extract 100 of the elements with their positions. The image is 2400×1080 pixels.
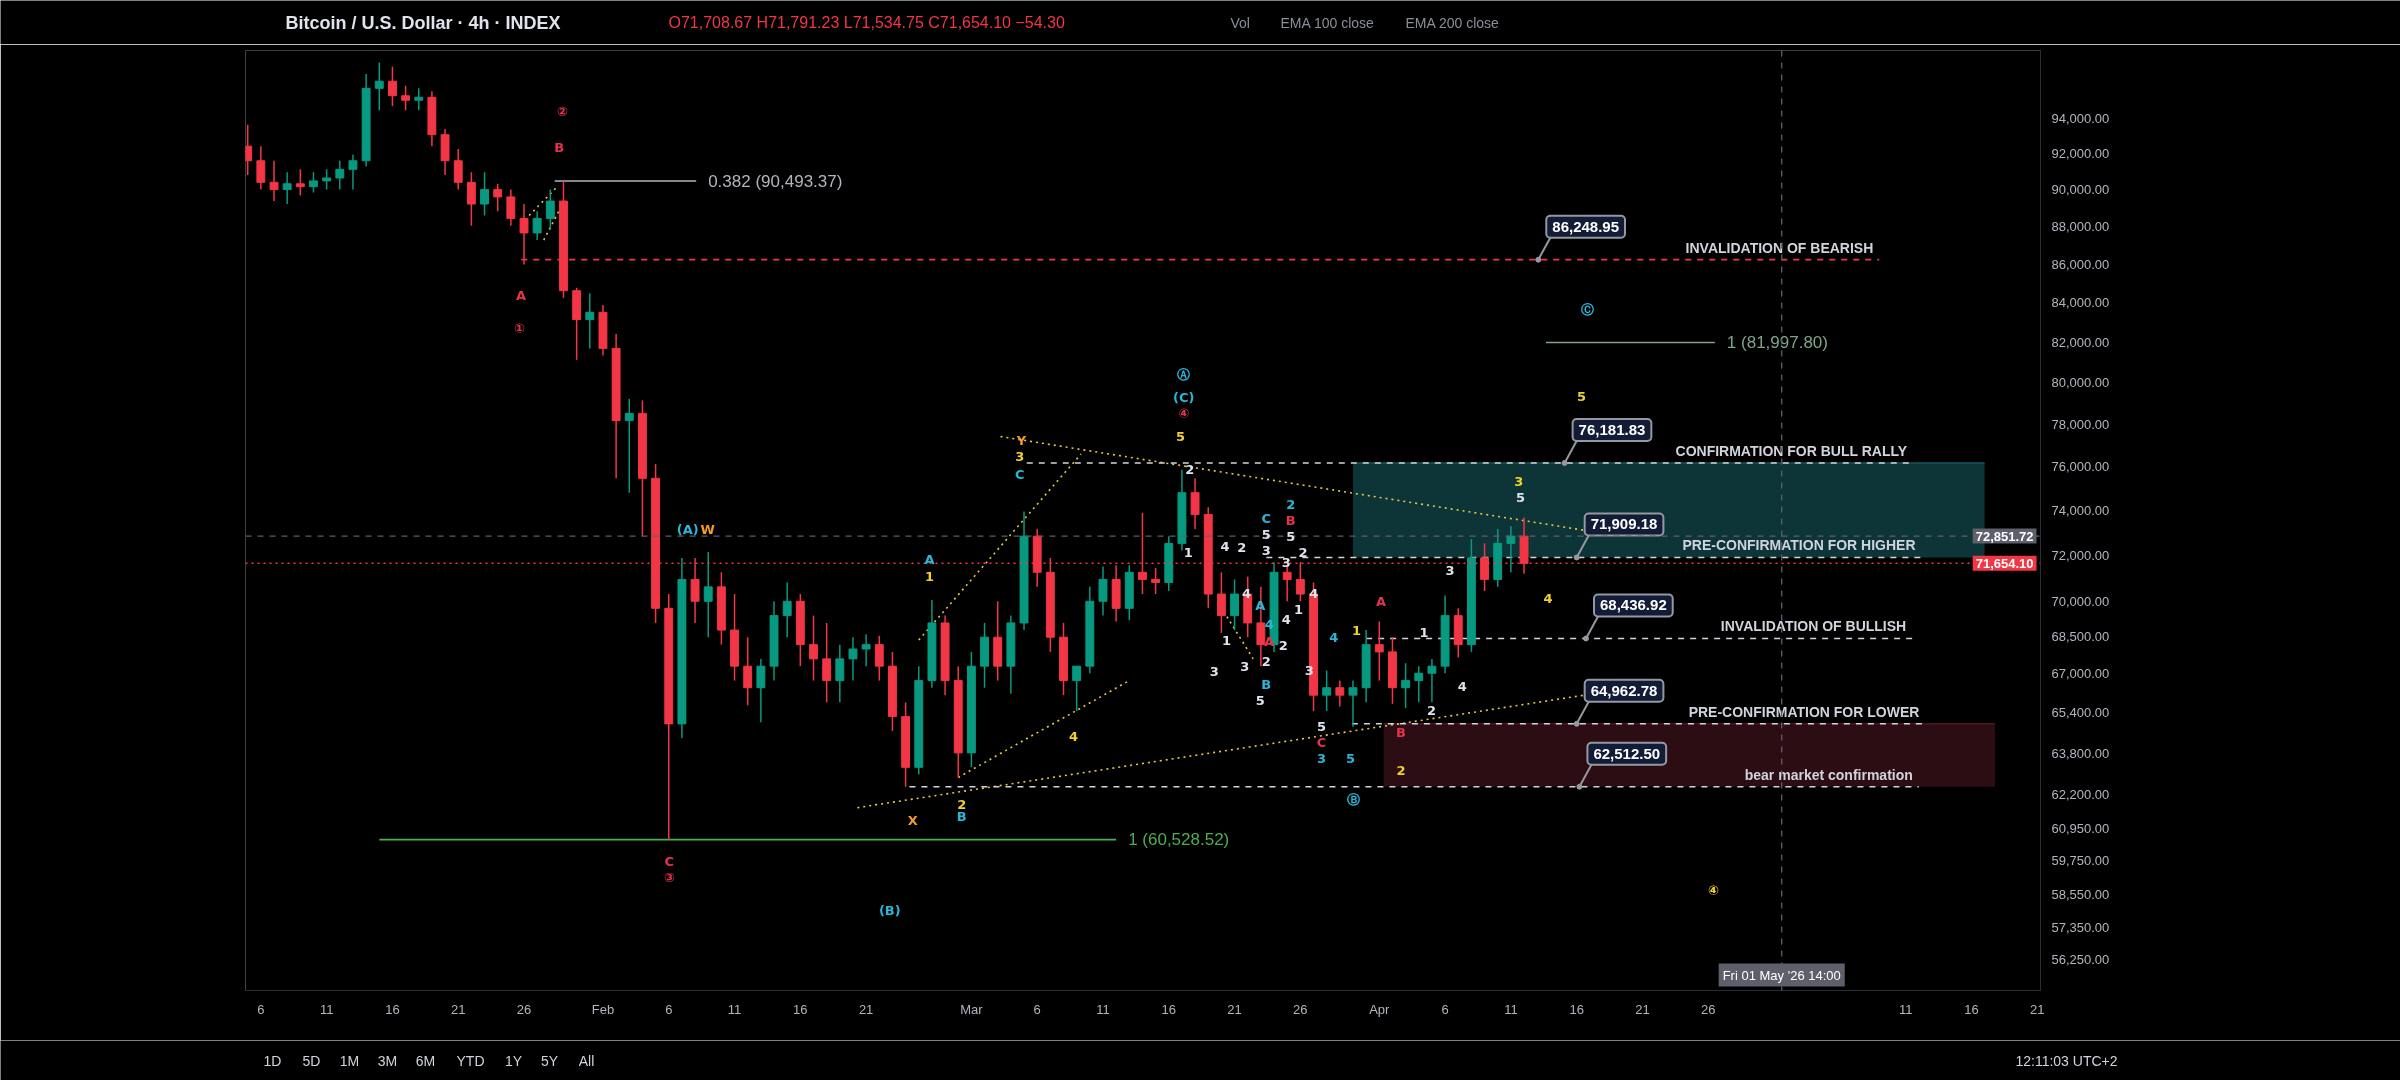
- x-tick-label: 26: [1701, 1001, 1716, 1017]
- annotation: ③: [663, 869, 675, 885]
- annotation: 5: [1176, 429, 1186, 445]
- candlestick: [245, 123, 253, 176]
- candlestick: [1322, 669, 1332, 712]
- y-tick-label: 57,350.00: [2051, 920, 2110, 936]
- x-tick-label: 21: [1635, 1001, 1650, 1017]
- candlestick: [1335, 679, 1345, 708]
- annotation: 4: [1543, 590, 1553, 606]
- candlestick: [1098, 565, 1108, 617]
- x-tick-label: 21: [2029, 1001, 2045, 1017]
- text: 3M: [377, 1052, 398, 1069]
- candlestick: [1190, 477, 1200, 530]
- data-label: 68,436.92: [1599, 596, 1667, 614]
- annotation: 2: [1261, 654, 1271, 670]
- y-tick-label: 74,000.00: [2051, 503, 2110, 519]
- text: EMA 100 close: [1280, 14, 1375, 31]
- annotation: B: [1396, 725, 1406, 741]
- y-tick-label: 56,250.00: [2051, 952, 2110, 968]
- annotation: C: [1261, 511, 1272, 527]
- candlestick: [414, 87, 424, 111]
- text: 5Y: [540, 1052, 559, 1069]
- candlestick: [848, 636, 858, 682]
- annotation: 3: [1281, 554, 1291, 570]
- annotation: ④: [1707, 882, 1719, 898]
- candlestick: [269, 159, 279, 202]
- data-label: 0.382 (90,493.37): [708, 171, 843, 191]
- text: 1M: [339, 1052, 360, 1069]
- candlestick: [532, 210, 542, 241]
- candlestick: [874, 635, 884, 682]
- x-tick-label: 16: [1569, 1001, 1584, 1017]
- candlestick: [480, 171, 489, 217]
- annotation: 1: [1419, 625, 1429, 641]
- y-tick-label: 94,000.00: [2051, 111, 2110, 127]
- ref-line-label: Fri 01 May '26 14:00: [1722, 967, 1841, 983]
- y-tick-label: 62,200.00: [2051, 787, 2110, 803]
- candlestick: [545, 188, 555, 231]
- annotation: X: [907, 813, 918, 829]
- candlestick: [322, 168, 332, 191]
- text: Vol: [1230, 14, 1250, 31]
- annotation: C: [1015, 466, 1025, 482]
- x-tick-label: 11: [727, 1001, 742, 1017]
- ref-line-label: 71,654.10: [1975, 555, 2034, 571]
- annotation: 3: [1261, 543, 1271, 559]
- annotation: 2: [1396, 762, 1406, 778]
- candlestick: [809, 614, 818, 682]
- candlestick: [1414, 665, 1424, 704]
- chart-subtitle: O71,708.67 H71,791.23 L71,534.75 C71,654.10 −54.30: [668, 14, 1065, 31]
- candlestick: [401, 84, 411, 111]
- candlestick: [1374, 620, 1384, 682]
- x-tick-label: 11: [319, 1001, 334, 1017]
- x-tick-label: 16: [1161, 1001, 1177, 1017]
- y-tick-label: 67,000.00: [2051, 665, 2110, 681]
- annotation: 3: [1316, 751, 1326, 767]
- data-label: 62,512.50: [1593, 744, 1661, 762]
- annotation: 3: [1445, 563, 1455, 579]
- annotation: 5: [1255, 693, 1265, 709]
- x-tick-label: 26: [516, 1001, 532, 1017]
- annotation: 5: [1316, 719, 1326, 735]
- x-tick-label: 21: [450, 1001, 466, 1017]
- x-tick-label: 26: [1293, 1001, 1308, 1017]
- x-tick-label: Mar: [960, 1001, 984, 1017]
- annotation: 4: [1264, 616, 1274, 632]
- candlestick: [1216, 571, 1226, 634]
- text: YTD: [456, 1052, 485, 1069]
- annotation: 5: [1515, 489, 1525, 505]
- y-tick-label: 60,950.00: [2051, 820, 2110, 836]
- candlestick: [466, 171, 476, 227]
- candlestick: [1506, 525, 1516, 574]
- candlestick: [1427, 658, 1437, 704]
- y-tick-label: 58,550.00: [2051, 886, 2110, 902]
- annotation: 2: [1298, 544, 1308, 560]
- annotation: Ⓒ: [1581, 302, 1595, 318]
- annotation: Ⓑ: [1347, 791, 1361, 807]
- candlestick: [493, 183, 503, 212]
- candlestick: [782, 581, 792, 638]
- y-tick-label: 72,000.00: [2051, 547, 2110, 563]
- annotation: 2: [1237, 540, 1247, 556]
- text: 12:11:03 UTC+2: [2015, 1052, 2118, 1069]
- x-tick-label: 21: [858, 1001, 874, 1017]
- series-label: INVALIDATION OF BEARISH: [1685, 239, 1874, 256]
- annotation: 4: [1281, 612, 1291, 628]
- y-tick-label: 76,000.00: [2051, 459, 2110, 475]
- x-tick-label: 11: [1898, 1001, 1913, 1017]
- candlestick: [1151, 567, 1161, 595]
- annotation: A: [515, 287, 526, 303]
- annotation: 4: [1329, 629, 1339, 645]
- candlestick: [756, 658, 766, 724]
- x-tick-label: 11: [1504, 1001, 1518, 1017]
- y-tick-label: 86,000.00: [2051, 256, 2110, 272]
- candlestick: [282, 171, 292, 205]
- annotation: A: [1264, 634, 1275, 650]
- annotation: 3: [1304, 663, 1314, 679]
- chart-title: Bitcoin / U.S. Dollar · 4h · INDEX: [285, 12, 561, 33]
- annotation: ①: [513, 320, 525, 336]
- candlestick: [453, 148, 463, 191]
- x-tick-label: 6: [1441, 1001, 1449, 1017]
- y-tick-label: 84,000.00: [2051, 295, 2110, 311]
- x-tick-label: 16: [793, 1001, 808, 1017]
- annotation: A: [924, 551, 935, 567]
